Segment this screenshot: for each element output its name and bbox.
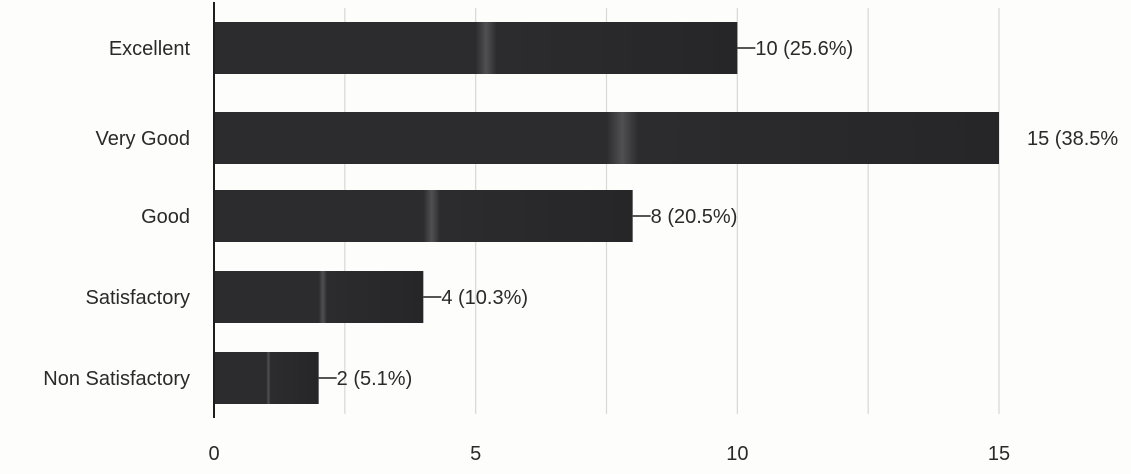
- data-label: 15 (38.5%: [1027, 128, 1118, 150]
- category-label: Good: [141, 206, 190, 228]
- labels: Excellent 10 (25.6%) Very Good 15 (38.5% Goo…: [43, 38, 1118, 465]
- bars: [214, 22, 999, 404]
- x-tick-label: 5: [470, 443, 481, 465]
- bar-non-satisfactory: [214, 352, 319, 404]
- category-label: Very Good: [95, 128, 190, 150]
- category-label: Non Satisfactory: [43, 368, 190, 390]
- data-label: 8 (20.5%): [651, 206, 738, 228]
- x-tick-label: 15: [988, 443, 1010, 465]
- x-tick-label: 10: [726, 443, 748, 465]
- data-label: 2 (5.1%): [337, 368, 413, 390]
- bar-good: [214, 190, 633, 242]
- bar-excellent: [214, 22, 738, 74]
- bar-very-good: [214, 112, 999, 164]
- data-label: 10 (25.6%): [755, 38, 853, 60]
- x-tick-label: 0: [208, 443, 219, 465]
- category-label: Satisfactory: [86, 287, 190, 309]
- bar-satisfactory: [214, 271, 424, 323]
- data-label: 4 (10.3%): [441, 287, 528, 309]
- category-label: Excellent: [109, 38, 191, 60]
